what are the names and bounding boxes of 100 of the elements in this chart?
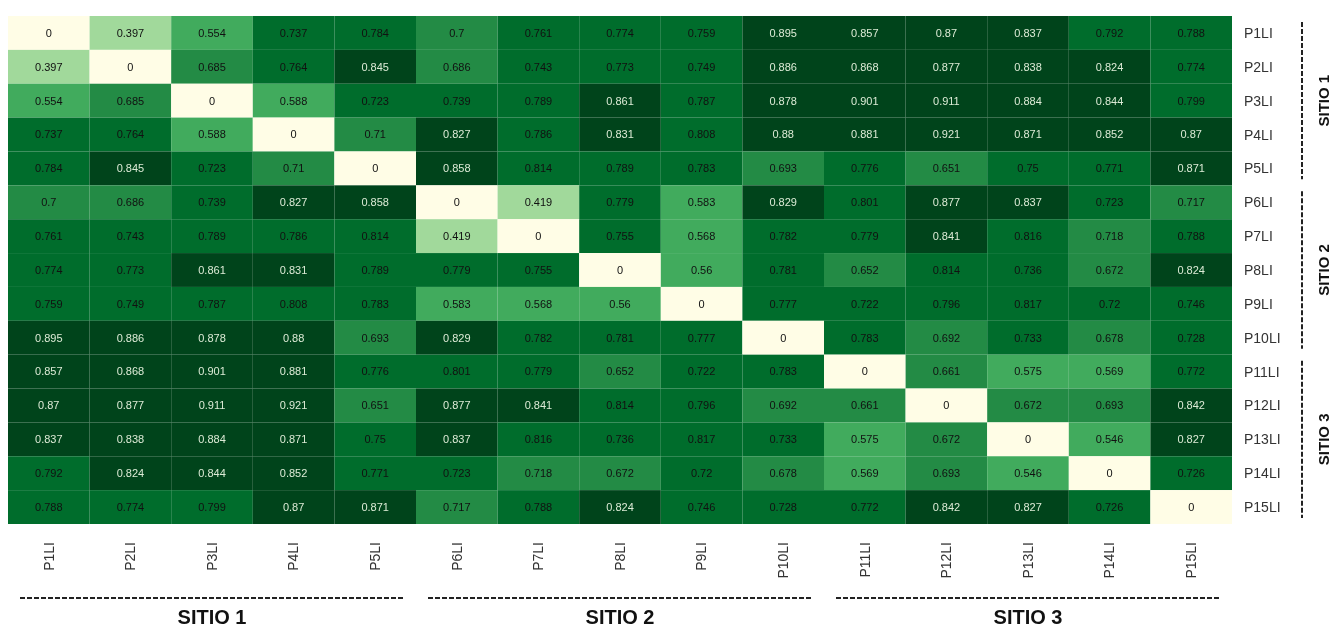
data-label: 0.786: [279, 229, 308, 242]
data-label: 0.877: [932, 196, 961, 209]
data-label: 0.685: [116, 94, 145, 107]
data-label: 0.692: [769, 399, 797, 412]
data-label: 0.792: [1095, 26, 1124, 39]
data-label: 0.844: [1095, 94, 1124, 107]
data-label: 0.789: [524, 94, 553, 107]
data-label: 0.799: [198, 500, 226, 513]
data-label: 0: [616, 263, 624, 276]
data-label: 0.672: [606, 467, 634, 480]
data-label: 0.672: [1095, 263, 1124, 276]
data-label: 0.779: [443, 263, 471, 276]
data-label: 0.816: [1014, 229, 1042, 242]
data-label: 0.397: [116, 26, 145, 39]
data-label: 0.787: [198, 297, 226, 310]
data-label: 0.878: [198, 331, 226, 344]
data-label: 0.884: [198, 433, 226, 446]
data-label: 0.779: [606, 196, 634, 209]
data-label: 0.845: [361, 60, 389, 73]
data-label: 0.787: [687, 94, 716, 107]
data-label: 0.87: [282, 500, 305, 513]
data-label: 0.746: [687, 500, 716, 513]
data-label: 0.837: [35, 433, 63, 446]
data-label: 0.772: [851, 500, 879, 513]
data-label: 0.728: [769, 500, 797, 513]
data-label: 0.736: [606, 433, 634, 446]
data-label: 0.861: [606, 94, 634, 107]
data-label: 0: [208, 94, 216, 107]
data-label: 0.722: [687, 365, 716, 378]
data-label: 0: [45, 26, 52, 39]
data-label: 0.814: [524, 162, 553, 175]
data-label: 0.7: [449, 26, 465, 39]
data-label: 0.789: [361, 263, 389, 276]
data-label: 0.736: [1014, 263, 1042, 276]
data-label: 0.877: [932, 60, 961, 73]
data-label: 0.774: [1177, 60, 1205, 73]
data-label: 0: [1188, 500, 1195, 513]
data-label: 0: [861, 365, 868, 378]
data-label: 0.842: [1177, 399, 1205, 412]
x-tick-label: P7LI: [530, 542, 547, 571]
y-tick-label: P14LI: [1244, 465, 1281, 482]
data-label: 0.661: [932, 365, 961, 378]
data-label: 0.871: [1177, 162, 1205, 175]
y-tick-label: P5LI: [1244, 160, 1273, 177]
data-label: 0: [127, 60, 134, 73]
data-label: 0.886: [116, 331, 145, 344]
data-label: 0.799: [1177, 94, 1205, 107]
data-label: 0.868: [851, 60, 879, 73]
data-label: 0.774: [606, 26, 634, 39]
data-label: 0.786: [524, 128, 553, 141]
data-label: 0.829: [443, 331, 471, 344]
x-tick-label: P3LI: [203, 542, 220, 571]
data-label: 0.755: [606, 229, 634, 242]
data-label: 0.554: [35, 94, 63, 107]
data-label: 0.737: [35, 128, 63, 141]
data-label: 0.871: [1014, 128, 1042, 141]
x-tick-label: P15LI: [1183, 542, 1200, 579]
data-label: 0.827: [279, 196, 308, 209]
data-label: 0.911: [933, 94, 960, 107]
data-label: 0.737: [279, 26, 308, 39]
data-label: 0.844: [198, 467, 226, 480]
data-label: 0.87: [935, 26, 958, 39]
data-label: 0.693: [769, 162, 797, 175]
data-label: 0.693: [1095, 399, 1124, 412]
data-label: 0.764: [279, 60, 308, 73]
data-label: 0.72: [690, 467, 713, 480]
data-label: 0.772: [1177, 365, 1205, 378]
data-label: 0.746: [1177, 297, 1205, 310]
data-label: 0.583: [443, 297, 471, 310]
data-label: 0.575: [851, 433, 879, 446]
data-label: 0.575: [1014, 365, 1042, 378]
data-label: 0.651: [361, 399, 389, 412]
data-label: 0.652: [606, 365, 634, 378]
data-label: 0.723: [1095, 196, 1124, 209]
data-label: 0.816: [524, 433, 553, 446]
data-label: 0.824: [116, 467, 145, 480]
data-label: 0.829: [769, 196, 797, 209]
data-label: 0.749: [116, 297, 145, 310]
data-label: 0.901: [198, 365, 226, 378]
data-label: 0.801: [443, 365, 471, 378]
data-label: 0.838: [1014, 60, 1042, 73]
data-label: 0.895: [769, 26, 797, 39]
x-tick-label: P14LI: [1101, 542, 1118, 579]
y-tick-label: P10LI: [1244, 329, 1281, 346]
data-label: 0.852: [279, 467, 308, 480]
data-label: 0.56: [690, 263, 713, 276]
data-label: 0.651: [932, 162, 961, 175]
data-label: 0.817: [1014, 297, 1042, 310]
data-label: 0.783: [851, 331, 879, 344]
data-label: 0.841: [524, 399, 553, 412]
data-label: 0.755: [524, 263, 553, 276]
data-label: 0: [453, 196, 460, 209]
data-label: 0.71: [282, 162, 305, 175]
data-label: 0.75: [364, 433, 386, 446]
y-tick-label: P6LI: [1244, 194, 1273, 211]
data-label: 0.808: [687, 128, 716, 141]
data-label: 0.789: [198, 229, 226, 242]
data-label: 0.773: [606, 60, 634, 73]
text: SITIO 3: [993, 606, 1063, 628]
y-tick-label: P8LI: [1244, 261, 1273, 278]
